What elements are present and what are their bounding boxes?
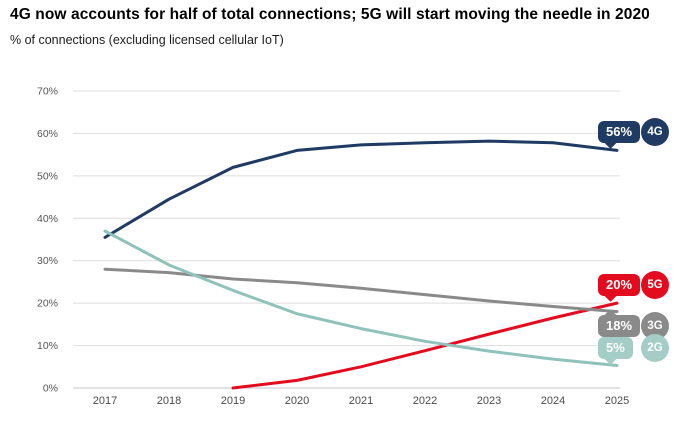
value-badge-4g-label: 56% [606, 124, 633, 140]
value-badge-3g-label: 18% [606, 317, 633, 333]
value-badge-3g: 18% [598, 308, 641, 337]
y-tick-label: 30% [37, 255, 58, 267]
y-tick-label: 40% [37, 213, 58, 225]
value-badge-2g: 5% [598, 336, 633, 365]
value-badge-2g-label: 5% [606, 339, 625, 355]
y-tick-label: 60% [37, 128, 58, 140]
x-tick-label: 2022 [413, 395, 437, 407]
series-tag-5g: 5G [641, 271, 669, 300]
y-tick-label: 0% [43, 383, 58, 395]
series-tag-4g: 4G [641, 118, 669, 147]
series-tag-2g: 2G [641, 333, 669, 362]
x-tick-label: 2020 [285, 395, 309, 407]
series-line-5g [231, 301, 619, 390]
chart-subtitle: % of connections (excluding licensed cel… [10, 33, 284, 47]
x-tick-label: 2023 [477, 395, 501, 407]
y-tick-label: 20% [37, 298, 58, 310]
x-tick-label: 2019 [221, 395, 245, 407]
y-tick-label: 10% [37, 340, 58, 352]
value-badge-5g-label: 20% [606, 277, 633, 293]
series-tag-3g: 3G [641, 311, 669, 340]
y-tick-label: 70% [37, 86, 58, 98]
value-badge-5g: 20% [598, 274, 641, 303]
series-line-3g [103, 267, 619, 314]
series-line-2g [103, 229, 619, 368]
y-tick-label: 50% [37, 170, 58, 182]
x-tick-label: 2024 [541, 395, 565, 407]
value-badge-4g: 56% [598, 121, 641, 150]
x-tick-label: 2018 [157, 395, 181, 407]
chart-title: 4G now accounts for half of total connec… [10, 6, 650, 23]
x-tick-label: 2017 [93, 395, 117, 407]
x-tick-label: 2021 [349, 395, 373, 407]
x-tick-label: 2025 [605, 395, 629, 407]
series-line-4g [103, 139, 619, 239]
